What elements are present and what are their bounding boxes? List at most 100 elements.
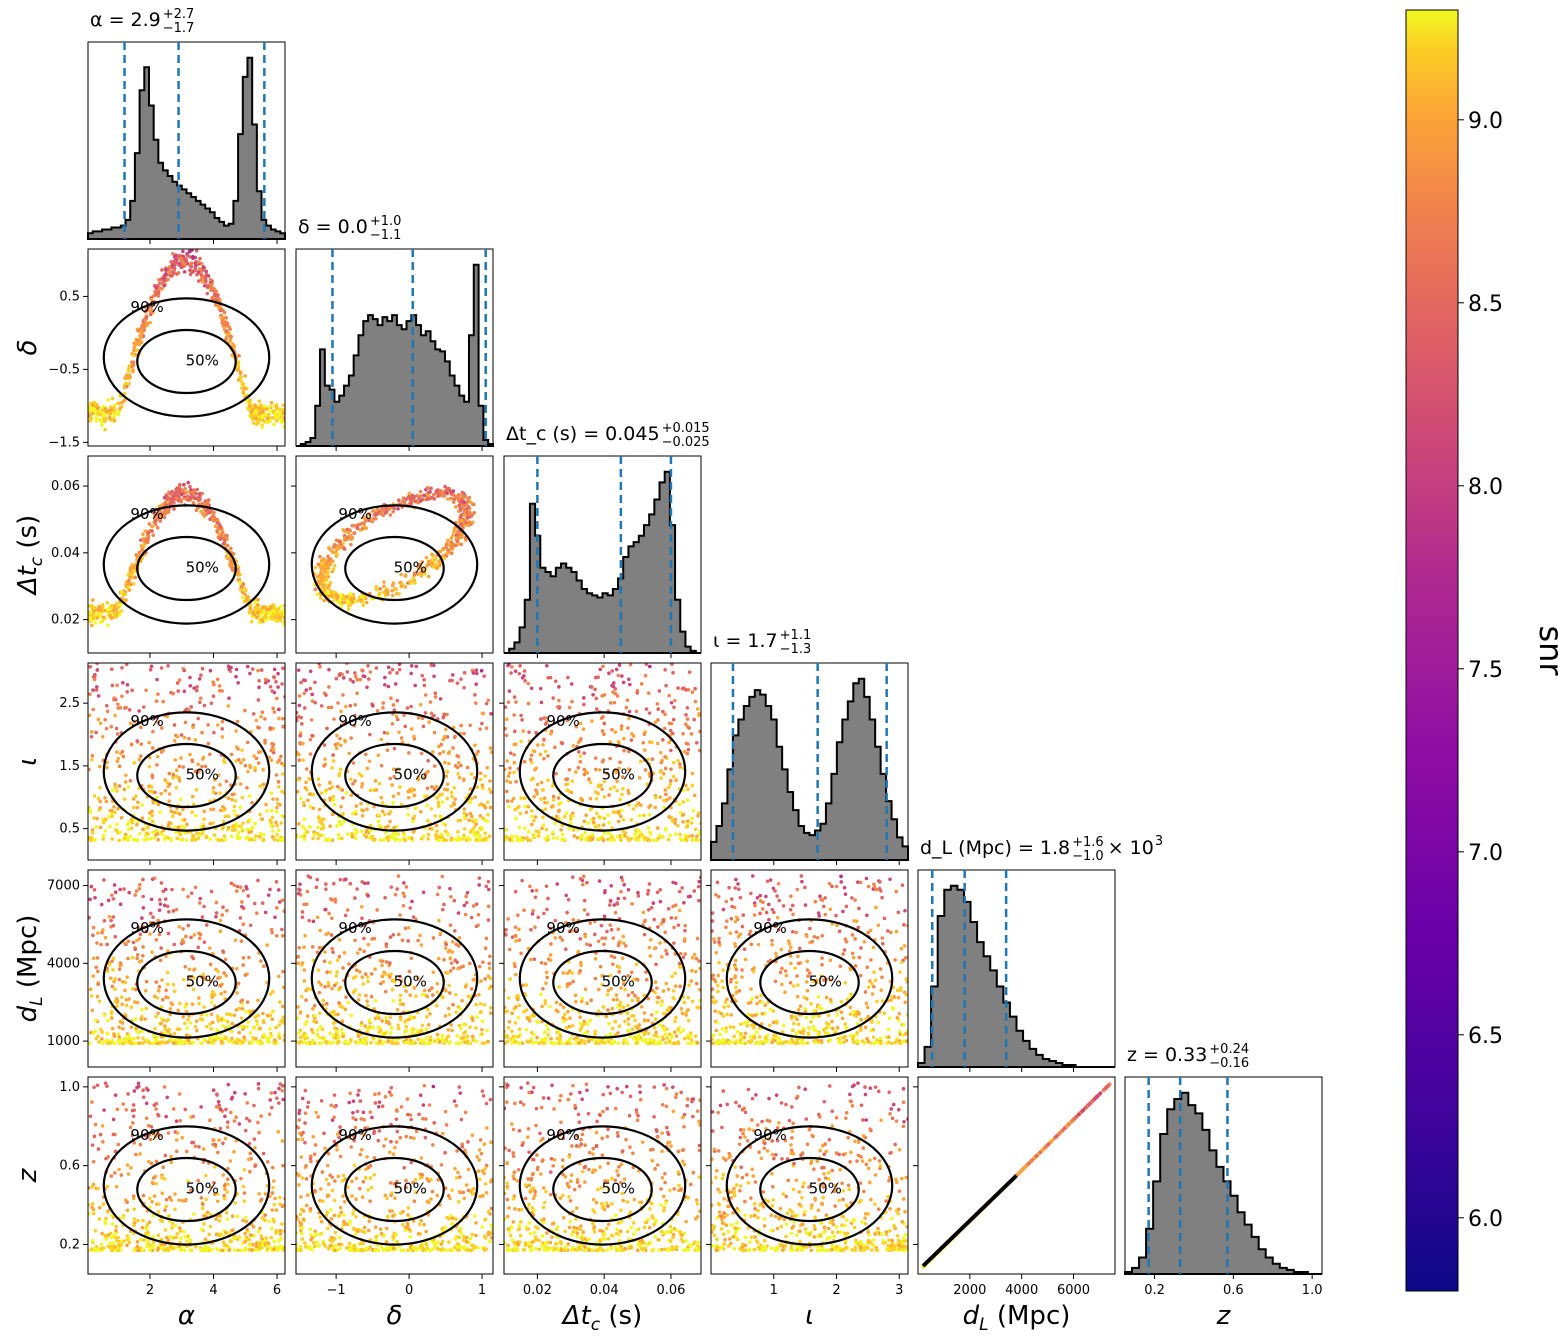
title-lower-error: −0.025: [662, 435, 710, 450]
contour-label-90: 90%: [130, 919, 163, 937]
contour-label-50: 50%: [602, 973, 635, 991]
panel-frame: [503, 662, 702, 861]
contour-50: [759, 1156, 860, 1223]
panel-frame: [917, 1076, 1116, 1275]
contour-90: [518, 918, 687, 1039]
x-tick-label-iota: 2: [832, 1283, 840, 1298]
x-tick-label-z: 0.6: [1223, 1283, 1244, 1298]
title-lower-error: −1.7: [163, 21, 195, 36]
scatter-points: 90% 50%: [88, 480, 285, 628]
colorbar-label: snr: [1532, 625, 1558, 676]
contour-label-50: 50%: [809, 973, 842, 991]
scatter-points: 90% 50%: [711, 874, 908, 1046]
contour-90: [725, 918, 894, 1039]
panel-frame: [87, 248, 286, 447]
contour-label-50: 50%: [394, 1180, 427, 1198]
contour-50: [552, 1156, 653, 1223]
histogram-bars: [710, 677, 909, 861]
panel-frame: [503, 1076, 702, 1275]
contour-90: [310, 504, 479, 625]
contour-label-90: 90%: [753, 1126, 786, 1144]
x-tick-label-dL: 2000: [953, 1283, 986, 1298]
colorbar-tick-label: 8.5: [1468, 292, 1503, 317]
contour-label-90: 90%: [338, 505, 371, 523]
hist-panel-dL: d_L (Mpc) = 1.8 +1.6−1.0 × 10 3: [917, 834, 1163, 1068]
y-tick-label-dtc: 0.04: [51, 546, 80, 561]
contour-90: [518, 711, 687, 832]
scatter-panel-iota-z: 90% 50%: [710, 1076, 909, 1275]
contour-label-50: 50%: [186, 559, 219, 577]
title-lower-error: −0.16: [1209, 1056, 1249, 1071]
panel-frame: [295, 869, 494, 1068]
y-tick-label-delta: 0.5: [59, 289, 80, 304]
contour-label-50: 50%: [394, 973, 427, 991]
scatter-points: 90% 50%: [296, 874, 493, 1046]
y-tick-label-dtc: 0.02: [51, 613, 80, 628]
hist-panel-dtc: Δt_c (s) = 0.045 +0.015−0.025: [503, 421, 710, 654]
scatter-points: 90% 50%: [504, 874, 701, 1046]
title-upper-error: +1.0: [370, 214, 402, 229]
contour-label-50: 50%: [186, 352, 219, 370]
contour-50: [136, 328, 237, 395]
contour-50: [344, 742, 445, 809]
y-axis-label-iota: ι: [13, 757, 43, 766]
contour-label-90: 90%: [130, 712, 163, 730]
panel-title: δ = 0.0 +1.0−1.1: [298, 214, 401, 243]
scatter-points: 90% 50%: [296, 663, 493, 843]
contour-90: [102, 504, 271, 625]
contour-label-90: 90%: [130, 298, 163, 316]
panels-layer: α = 2.9 +2.7−1.7 δ = 0.0 +1.0−1.1 Δt_c (s) =…: [13, 7, 1323, 1335]
contour-label-50: 50%: [394, 766, 427, 784]
y-axis-label-dL: dL (Mpc): [13, 915, 47, 1023]
x-axis-label-alpha: α: [178, 1301, 195, 1331]
histogram-bars: [1124, 1091, 1322, 1275]
contour-50: [136, 949, 237, 1016]
contour-90: [102, 297, 271, 418]
panel-frame: [87, 455, 286, 654]
x-axis-label-dL: dL (Mpc): [963, 1301, 1071, 1335]
contour-label-50: 50%: [602, 1180, 635, 1198]
scatter-points: 90% 50%: [88, 249, 285, 432]
title-upper-error: +1.1: [780, 628, 812, 643]
contour-90: [310, 711, 479, 832]
title-value: ι = 1.7: [713, 630, 778, 652]
scatter-panel-alpha-delta: 90% 50%: [87, 248, 286, 447]
panel-title: ι = 1.7 +1.1−1.3: [713, 628, 811, 657]
x-tick-label-dtc: 0.02: [523, 1283, 552, 1298]
contour-label-90: 90%: [546, 1126, 579, 1144]
y-tick-label-delta: −1.5: [48, 435, 80, 450]
y-tick-label-dL: 7000: [47, 879, 80, 894]
contour-50: [136, 1156, 237, 1223]
contour-50: [759, 949, 860, 1016]
panel-title: d_L (Mpc) = 1.8 +1.6−1.0 × 10 3: [920, 834, 1163, 864]
scatter-panel-iota-dL: 90% 50%: [710, 869, 909, 1068]
contour-90: [518, 1125, 687, 1246]
contour-50: [136, 535, 237, 602]
scatter-panel-delta-z: 90% 50%: [295, 1076, 494, 1275]
scatter-points: 90% 50%: [88, 1081, 285, 1253]
hist-panel-iota: ι = 1.7 +1.1−1.3: [710, 628, 909, 861]
x-tick-label-delta: 1: [478, 1283, 486, 1298]
hist-panel-alpha: α = 2.9 +2.7−1.7: [87, 7, 286, 240]
scatter-panel-dtc-dL: 90% 50%: [503, 869, 702, 1068]
x-tick-label-alpha: 4: [209, 1283, 217, 1298]
x-tick-label-iota: 3: [895, 1283, 903, 1298]
contour-label-90: 90%: [753, 919, 786, 937]
panel-frame: [87, 1076, 286, 1275]
contour-label-90: 90%: [338, 712, 371, 730]
hist-panel-delta: δ = 0.0 +1.0−1.1: [295, 214, 494, 447]
y-axis-label-dtc: Δtc (s): [13, 515, 47, 596]
scatter-panel-alpha-z: 90% 50%: [87, 1076, 286, 1275]
y-tick-label-dL: 1000: [47, 1034, 80, 1049]
title-upper-error: +2.7: [163, 7, 195, 22]
histogram-bars: [87, 56, 286, 240]
x-axis-label-iota: ι: [805, 1301, 814, 1331]
contour-50: [344, 949, 445, 1016]
scatter-panel-dtc-z: 90% 50%: [503, 1076, 702, 1275]
panel-title: z = 0.33 +0.24−0.16: [1127, 1042, 1249, 1071]
panel-frame: [710, 869, 909, 1068]
x-axis-label-delta: δ: [387, 1301, 403, 1331]
title-lower-error: −1.0: [1072, 849, 1104, 864]
scatter-points: 90% 50%: [310, 484, 479, 625]
title-value: α = 2.9: [90, 9, 161, 31]
